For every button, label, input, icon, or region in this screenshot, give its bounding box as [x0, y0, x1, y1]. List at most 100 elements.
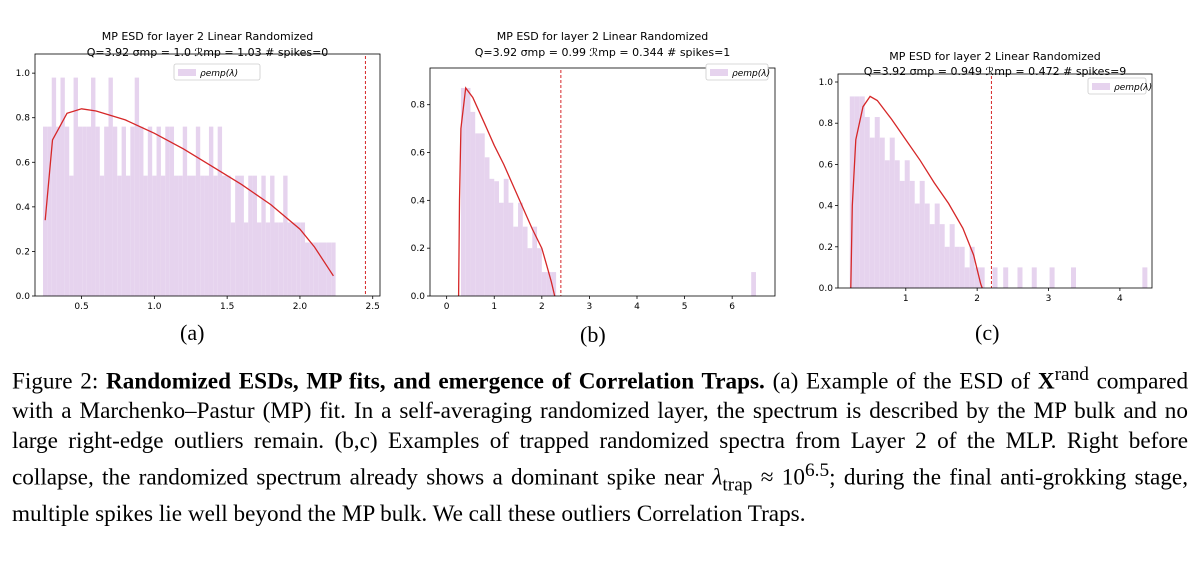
y-tick-label: 1.0 — [819, 78, 834, 88]
histogram-bar — [274, 222, 279, 296]
caption-part3: ; during the final anti-grokking stage, … — [12, 464, 1189, 528]
axes-frame — [429, 67, 776, 297]
histogram-bar — [479, 133, 485, 296]
histogram-bar — [309, 242, 314, 296]
histogram-bar — [169, 126, 175, 296]
histogram-bar — [924, 203, 930, 288]
histogram-bar — [503, 178, 509, 296]
histogram-bar — [226, 175, 231, 296]
histogram-bar — [929, 224, 935, 288]
sublabel-a: (a) — [180, 320, 205, 345]
panel-a: MP ESD for layer 2 Linear Randomized Q=3.… — [16, 30, 381, 312]
histogram-bar — [904, 160, 910, 288]
histogram-bar — [208, 126, 214, 296]
histogram-bar — [147, 126, 153, 296]
histogram-bar — [200, 175, 205, 296]
histogram-bar — [73, 77, 78, 296]
y-tick-label: 0.2 — [411, 244, 425, 254]
caption-lambda: λ — [712, 464, 723, 491]
chart-subtitle: Q=3.92 σmp = 1.0 ℛmp = 1.03 # spikes=0 — [87, 46, 329, 59]
histogram-bar — [56, 126, 61, 296]
x-tick-label: 4 — [1117, 294, 1123, 304]
histogram-bar — [305, 242, 310, 296]
caption-bold-title: Randomized ESDs, MP fits, and emergence … — [106, 368, 765, 395]
histogram-bar — [1003, 267, 1009, 288]
x-tick-label: 1 — [903, 294, 909, 304]
histogram-bar — [992, 267, 998, 288]
y-tick-label: 0.6 — [16, 158, 31, 168]
histogram-bar — [460, 87, 466, 297]
histogram-bar — [879, 137, 885, 288]
legend-swatch — [178, 69, 196, 76]
y-tick-label: 0.2 — [819, 243, 833, 253]
histogram-bar — [465, 87, 471, 297]
histogram-bar — [125, 175, 131, 296]
histogram-bar — [979, 267, 985, 288]
histogram-bar — [69, 175, 74, 296]
panel-c: MP ESD for layer 2 Linear Randomized Q=3.… — [819, 50, 1153, 304]
sublabel-b: (b) — [580, 322, 606, 347]
x-tick-label: 6 — [729, 302, 735, 312]
y-tick-label: 0.4 — [16, 203, 31, 213]
histogram-bar — [104, 126, 109, 296]
histogram-bar — [494, 181, 499, 296]
histogram-bar — [541, 272, 547, 296]
histogram-bar — [222, 175, 227, 296]
histogram-bar — [117, 175, 122, 296]
histogram-bar — [174, 175, 179, 296]
histogram-bar — [322, 242, 327, 296]
histogram-bar — [64, 126, 70, 296]
histogram-bar — [265, 222, 271, 296]
histogram-bar — [313, 242, 319, 296]
histogram-bar — [537, 248, 542, 296]
histogram-bar — [859, 96, 865, 288]
histogram-bar — [849, 96, 855, 288]
histogram-bar — [152, 175, 157, 296]
histogram-bar — [296, 222, 301, 296]
x-tick-label: 2 — [539, 302, 545, 312]
y-tick-label: 0.8 — [819, 119, 834, 129]
histogram-bar — [134, 77, 140, 296]
panel-b: MP ESD for layer 2 Linear Randomized Q=3.… — [411, 30, 776, 312]
legend-swatch — [1092, 83, 1110, 90]
histogram-bar — [248, 175, 253, 296]
histogram-bar — [204, 175, 209, 296]
histogram-bar — [470, 111, 476, 296]
histogram-bar — [291, 222, 297, 296]
legend-label: ρemp(λ) — [200, 69, 238, 79]
histogram-bar — [95, 126, 100, 296]
y-tick-label: 0.8 — [411, 101, 426, 111]
histogram-bar — [43, 126, 48, 296]
histogram-bar — [919, 180, 925, 288]
histogram-bar — [217, 126, 223, 296]
x-tick-label: 3 — [587, 302, 593, 312]
caption-part2: compared with a Marchenko–Pastur (MP) fi… — [12, 368, 1189, 491]
histogram-bar — [508, 202, 514, 296]
y-tick-label: 1.0 — [16, 69, 31, 79]
histogram-bar — [969, 246, 975, 288]
histogram-bar — [51, 77, 57, 296]
histogram-bar — [187, 175, 192, 296]
histogram-bar — [513, 226, 519, 296]
histogram-bar — [949, 224, 955, 288]
histogram-bar — [551, 272, 557, 296]
histogram-bar — [974, 267, 980, 288]
histogram-bar — [1031, 267, 1037, 288]
histogram-bar — [108, 77, 113, 296]
y-tick-label: 0.4 — [819, 202, 834, 212]
chart-subtitle: Q=3.92 σmp = 0.949 ℛmp = 0.472 # spikes=… — [864, 65, 1127, 78]
histogram-bar — [874, 117, 880, 289]
histogram-bar — [77, 126, 83, 296]
histogram-bar — [914, 203, 920, 288]
x-tick-label: 0 — [444, 302, 450, 312]
histogram-bar — [518, 202, 523, 296]
x-tick-label: 1.0 — [147, 302, 162, 312]
chart-subtitle: Q=3.92 σmp = 0.99 ℛmp = 0.344 # spikes=1 — [475, 46, 731, 59]
histogram-bar — [894, 160, 900, 288]
histogram-bar — [522, 226, 528, 296]
histogram-bar — [235, 175, 240, 296]
histogram-bar — [121, 126, 126, 296]
histogram-bar — [532, 226, 538, 296]
caption-lambda-sub: trap — [722, 474, 753, 496]
caption-exp: 6.5 — [804, 460, 830, 482]
